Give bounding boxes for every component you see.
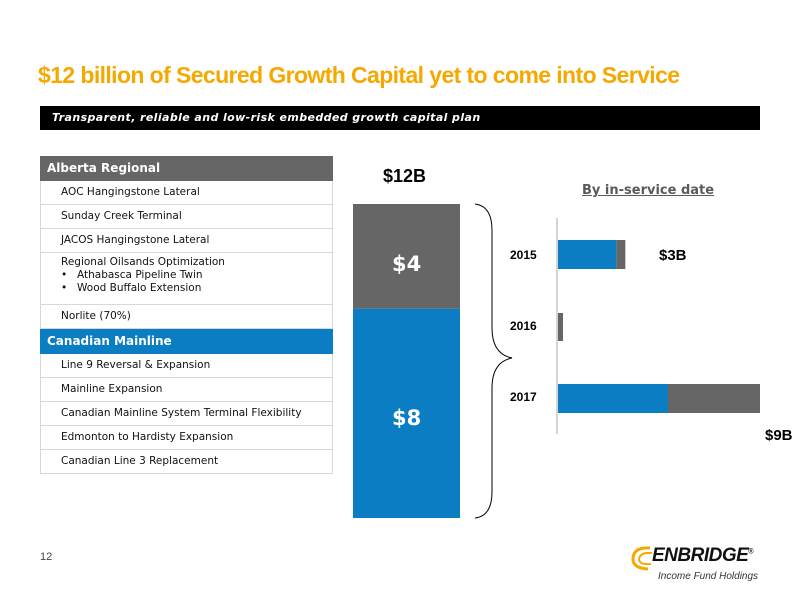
section-header-mainline: Canadian Mainline xyxy=(40,329,333,354)
subtitle-bar: Transparent, reliable and low-risk embed… xyxy=(40,106,760,130)
bar-label-blue: $8 xyxy=(392,406,422,430)
enbridge-logo: ENBRIDGE® Income Fund Holdings xyxy=(628,543,768,588)
table-row: AOC Hangingstone Lateral xyxy=(40,181,333,205)
bar-label-gray: $4 xyxy=(392,252,422,276)
hbar-2017-series-1 xyxy=(667,384,760,413)
slide-title: $12 billion of Secured Growth Capital ye… xyxy=(38,62,680,88)
table-row: Canadian Mainline System Terminal Flexib… xyxy=(40,402,333,426)
hbar-2015-series-1 xyxy=(616,240,626,269)
table-row: Regional Oilsands Optimization Athabasca… xyxy=(40,253,333,305)
list-item: Athabasca Pipeline Twin xyxy=(61,269,332,282)
value-label-2017: $9B xyxy=(765,427,793,444)
logo-subtitle: Income Fund Holdings xyxy=(658,571,759,582)
optimization-label: Regional Oilsands Optimization xyxy=(61,256,225,268)
table-row: JACOS Hangingstone Lateral xyxy=(40,229,333,253)
section-header-alberta: Alberta Regional xyxy=(40,156,333,181)
stacked-chart-title: $12B xyxy=(383,166,427,186)
table-row: Norlite (70%) xyxy=(40,305,333,329)
table-row: Canadian Line 3 Replacement xyxy=(40,450,333,474)
table-row: Mainline Expansion xyxy=(40,378,333,402)
table-row: Sunday Creek Terminal xyxy=(40,205,333,229)
table-row: Edmonton to Hardisty Expansion xyxy=(40,426,333,450)
logo-wordmark: ENBRIDGE® xyxy=(652,545,753,566)
subtitle-text: Transparent, reliable and low-risk embed… xyxy=(52,111,481,124)
brace-icon xyxy=(474,203,513,519)
value-label-2015: $3B xyxy=(659,247,687,264)
list-item: Wood Buffalo Extension xyxy=(61,282,332,295)
hbar-2015-series-0 xyxy=(558,240,617,269)
year-label-2017: 2017 xyxy=(510,390,537,404)
page-number: 12 xyxy=(40,551,53,563)
hbar-2017-series-0 xyxy=(558,384,668,413)
hbar-2016-series-1 xyxy=(558,313,563,341)
hbar-chart-title: By in-service date xyxy=(582,183,715,198)
year-label-2016: 2016 xyxy=(510,319,537,333)
optimization-sublist: Athabasca Pipeline Twin Wood Buffalo Ext… xyxy=(61,269,332,295)
logo-swoosh-icon xyxy=(631,546,653,571)
project-table: Alberta Regional AOC Hangingstone Latera… xyxy=(40,156,333,474)
table-row: Line 9 Reversal & Expansion xyxy=(40,354,333,378)
year-label-2015: 2015 xyxy=(510,248,537,262)
